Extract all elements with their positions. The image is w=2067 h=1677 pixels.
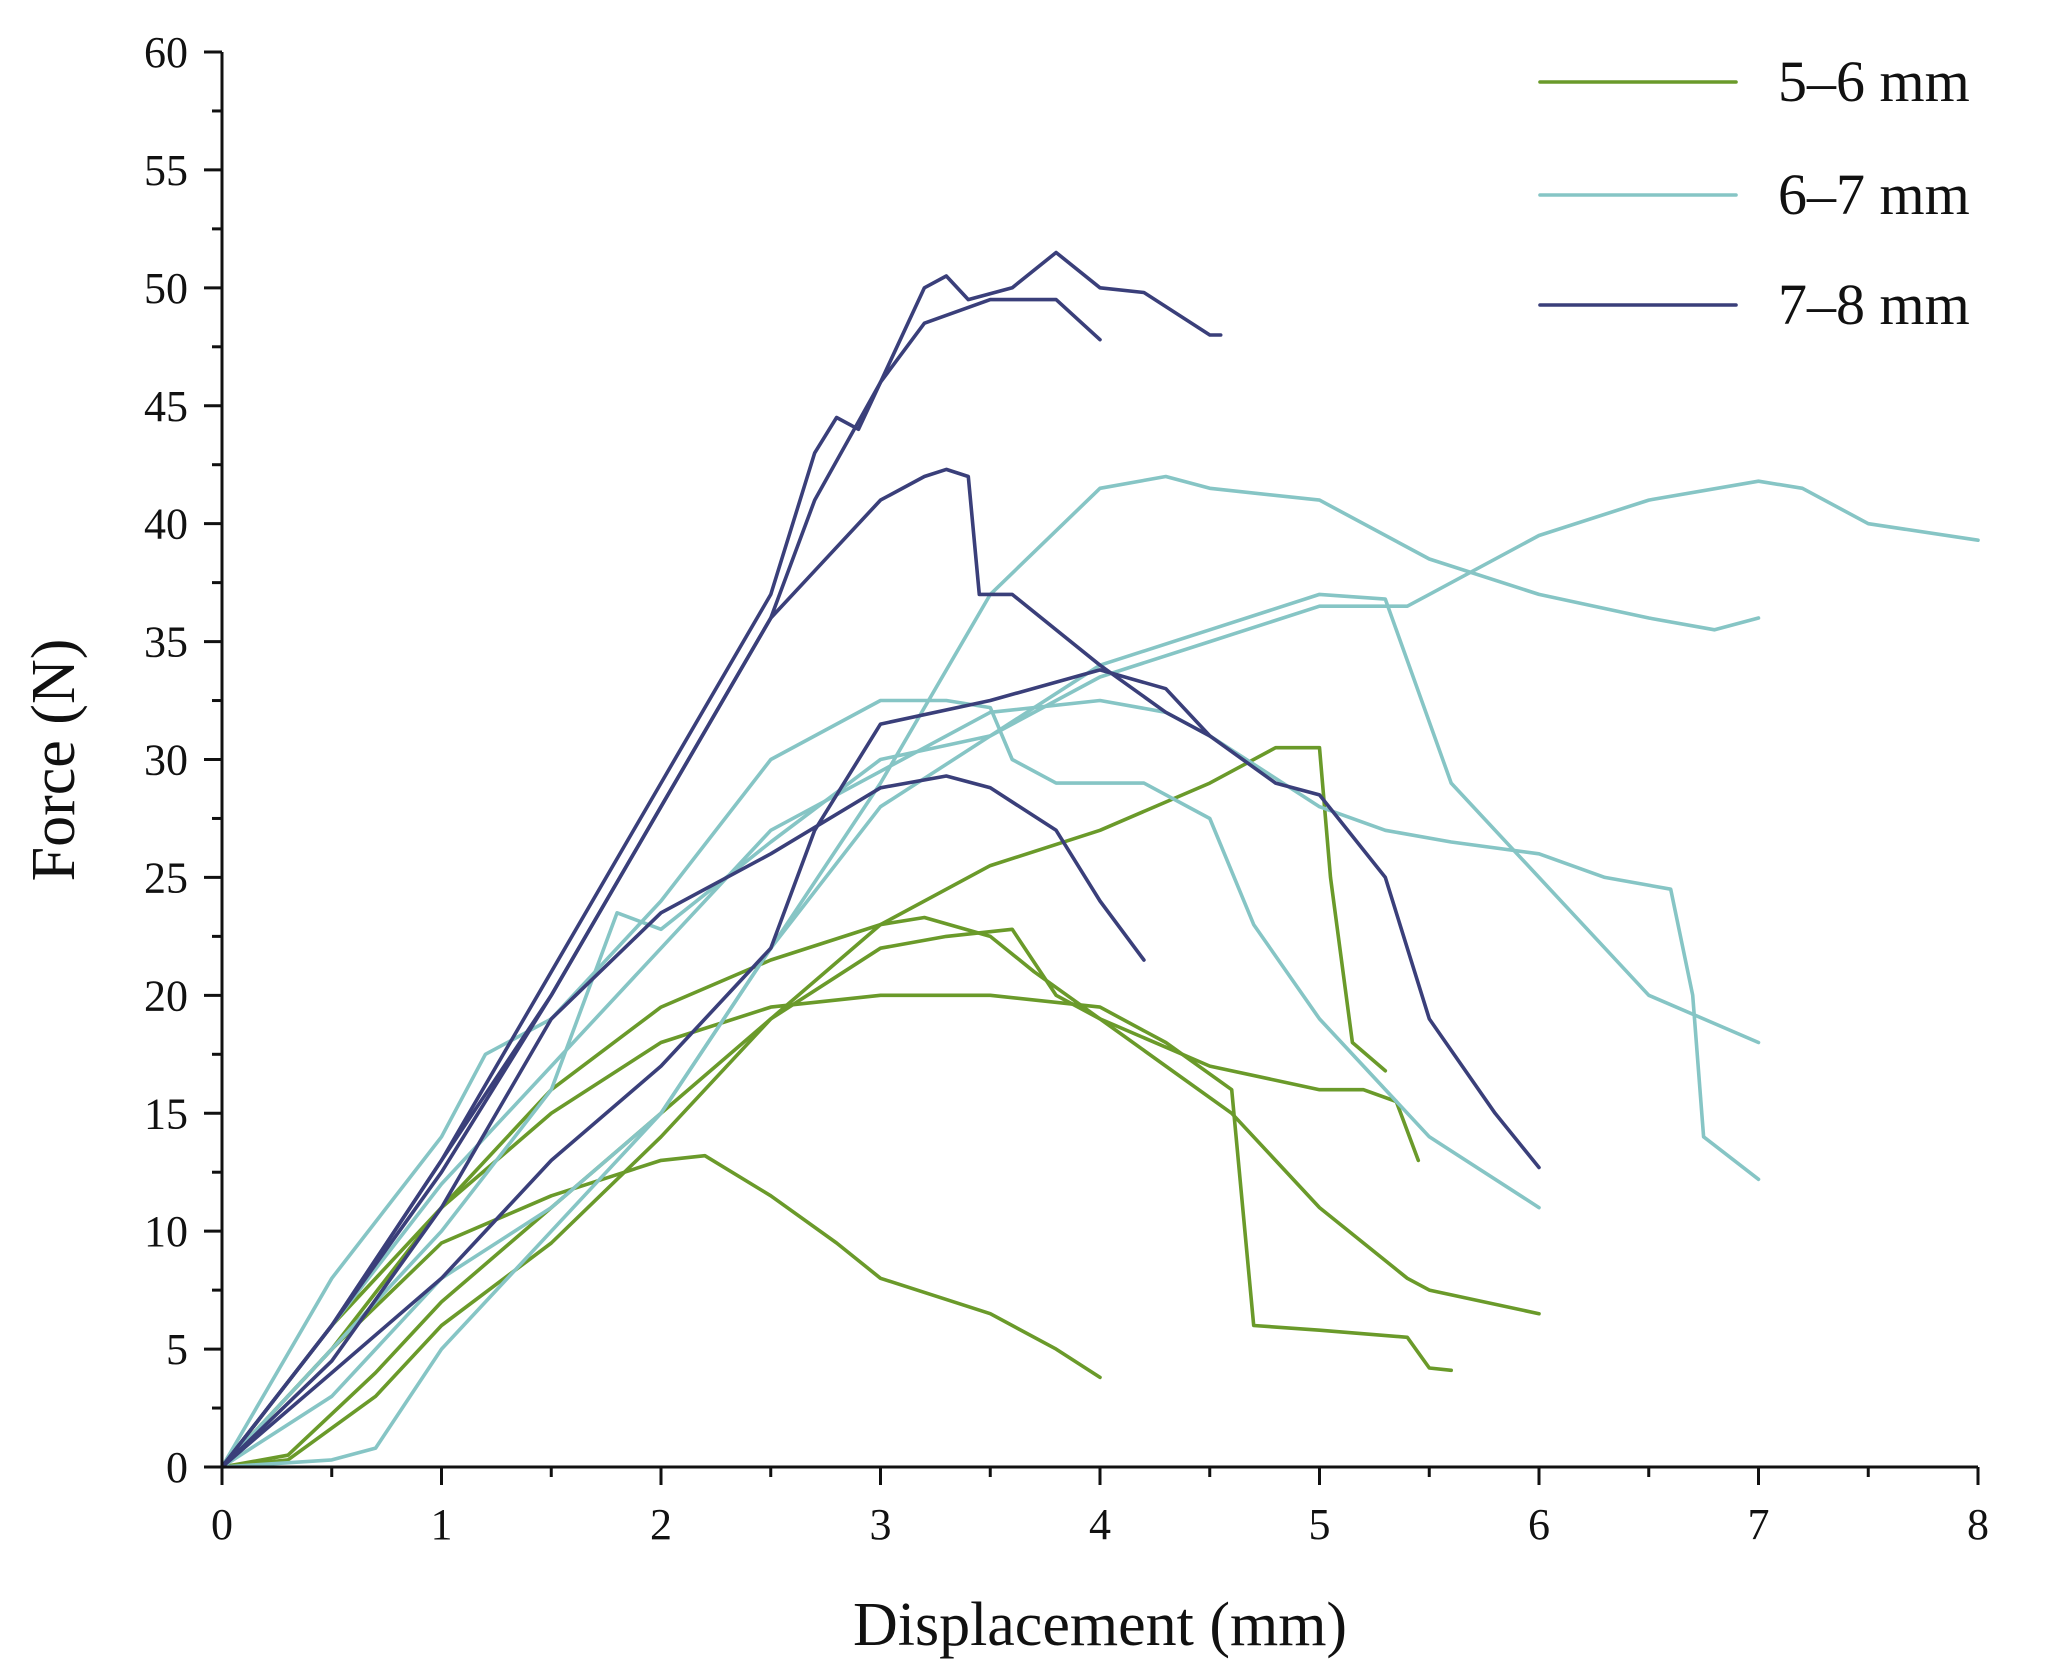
- y-tick-label-55: 55: [144, 146, 188, 195]
- legend-label-7-8mm: 7–8 mm: [1778, 272, 1970, 337]
- legend-label-6-7mm: 6–7 mm: [1778, 162, 1970, 227]
- legend: 5–6 mm 6–7 mm 7–8 mm: [1538, 49, 1970, 337]
- y-tick-label-60: 60: [144, 28, 188, 77]
- x-tick-label-6: 6: [1528, 1500, 1550, 1549]
- curve-6-7mm-7: [220, 698, 1761, 1469]
- curve-5-6mm-5: [220, 745, 1388, 1469]
- curve-7-8mm-12: [220, 250, 1223, 1469]
- x-tick-label-4: 4: [1089, 1500, 1111, 1549]
- x-tick-label-2: 2: [650, 1500, 672, 1549]
- x-axis-title: Displacement (mm): [853, 1591, 1347, 1659]
- y-tick-label-15: 15: [144, 1089, 188, 1138]
- y-tick-label-30: 30: [144, 736, 188, 785]
- y-tick-label-25: 25: [144, 853, 188, 902]
- x-tick-label-8: 8: [1967, 1500, 1989, 1549]
- curve-7-8mm-11: [220, 297, 1102, 1469]
- x-tick-label-0: 0: [211, 1500, 233, 1549]
- y-tick-label-5: 5: [166, 1325, 188, 1374]
- curve-6-7mm-9: [220, 474, 1761, 1469]
- y-tick-label-20: 20: [144, 971, 188, 1020]
- axes: [220, 52, 1978, 1469]
- series-curves: [220, 250, 1980, 1469]
- y-tick-label-50: 50: [144, 264, 188, 313]
- axis-ticks: [204, 50, 1980, 1485]
- curve-7-8mm-13: [220, 467, 1212, 1469]
- y-tick-label-10: 10: [144, 1207, 188, 1256]
- curve-5-6mm-4: [220, 927, 1421, 1469]
- curve-5-6mm-1: [220, 1153, 1102, 1469]
- x-tick-label-1: 1: [431, 1500, 453, 1549]
- y-tick-label-45: 45: [144, 382, 188, 431]
- curve-6-7mm-10: [220, 479, 1980, 1469]
- x-tick-label-3: 3: [870, 1500, 892, 1549]
- curve-7-8mm-14: [220, 668, 1541, 1469]
- y-axis-title: Force (N): [20, 639, 88, 882]
- curve-5-6mm-3: [220, 993, 1453, 1469]
- y-tick-label-0: 0: [166, 1443, 188, 1492]
- x-tick-label-5: 5: [1309, 1500, 1331, 1549]
- legend-label-5-6mm: 5–6 mm: [1778, 49, 1970, 114]
- y-tick-label-35: 35: [144, 618, 188, 667]
- y-tick-label-40: 40: [144, 500, 188, 549]
- curve-7-8mm-15: [220, 774, 1146, 1469]
- curve-5-6mm-2: [220, 915, 1541, 1469]
- x-tick-label-7: 7: [1748, 1500, 1770, 1549]
